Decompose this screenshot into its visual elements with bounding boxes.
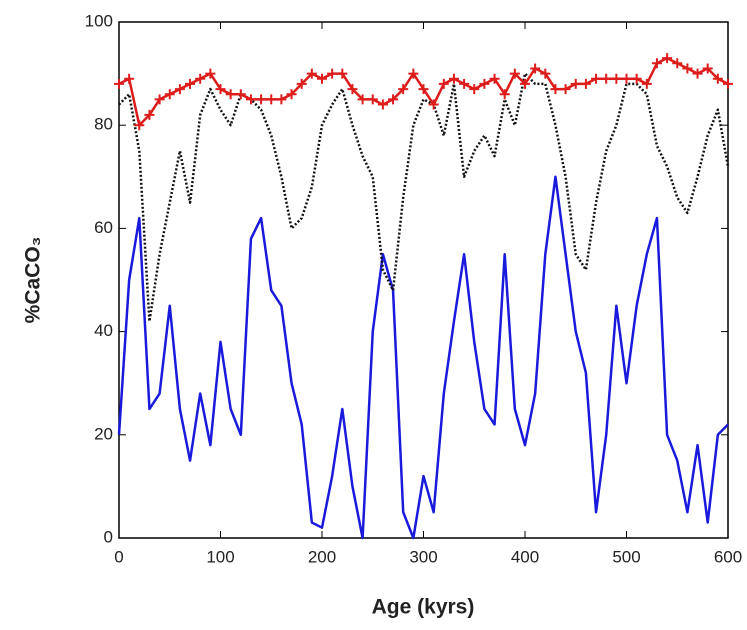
series-marker — [327, 68, 338, 79]
series-marker — [235, 89, 246, 100]
series-marker — [662, 53, 673, 64]
series-marker — [215, 84, 226, 95]
series-marker — [601, 73, 612, 84]
series-marker — [591, 73, 602, 84]
series-marker — [317, 73, 327, 84]
series-marker — [540, 68, 551, 79]
series-marker — [225, 89, 236, 100]
x-tick-label: 200 — [308, 547, 336, 566]
series-marker — [377, 99, 388, 110]
series-marker — [205, 68, 216, 79]
series-marker — [520, 78, 530, 89]
series-marker — [499, 89, 510, 100]
series-marker — [469, 84, 480, 95]
x-tick-label: 100 — [206, 547, 234, 566]
series-marker — [408, 68, 419, 79]
y-tick-label: 20 — [94, 424, 113, 443]
series-marker — [286, 89, 297, 100]
series-marker — [134, 120, 145, 131]
series-marker — [337, 68, 348, 79]
series-line — [117, 175, 729, 540]
series-marker — [195, 73, 206, 84]
series-marker — [641, 78, 652, 89]
series-marker — [367, 94, 378, 105]
series-marker — [479, 78, 490, 89]
x-tick-label: 0 — [114, 547, 123, 566]
plot-frame — [118, 21, 729, 539]
series-marker — [712, 73, 723, 84]
series-marker — [651, 58, 662, 69]
series-marker — [276, 94, 287, 105]
series-marker — [702, 63, 713, 74]
series-marker — [621, 73, 632, 84]
series-marker — [580, 78, 591, 89]
series-line — [118, 72, 730, 323]
series-marker — [154, 94, 165, 105]
series-marker — [489, 73, 500, 84]
series-marker — [611, 73, 622, 84]
series-marker — [114, 78, 124, 89]
x-axis-label: Age (kyrs) — [372, 596, 475, 619]
series-marker — [174, 84, 185, 95]
y-tick-label: 60 — [94, 218, 113, 237]
series-marker — [245, 94, 256, 105]
series-marker — [256, 94, 267, 105]
y-tick-label: 40 — [94, 321, 113, 340]
series-marker — [296, 78, 307, 89]
series-marker — [723, 78, 733, 89]
series-marker — [448, 73, 459, 84]
series-marker — [124, 73, 135, 84]
y-tick-label: 0 — [104, 527, 113, 546]
series-marker — [266, 94, 277, 105]
y-tick-label: 100 — [85, 11, 113, 30]
y-axis-label: %CaCO₃ — [22, 237, 45, 324]
series-marker — [144, 109, 155, 120]
series-marker — [560, 84, 571, 95]
series-marker — [570, 78, 581, 89]
x-tick-label: 600 — [714, 547, 742, 566]
series-marker — [418, 84, 429, 95]
series-marker — [459, 78, 470, 89]
series-marker — [692, 68, 703, 79]
series-marker — [509, 68, 520, 79]
series-marker — [306, 68, 317, 79]
series-marker — [347, 84, 358, 95]
x-tick-label: 300 — [409, 547, 437, 566]
series-marker — [530, 63, 541, 74]
x-tick-label: 400 — [511, 547, 539, 566]
series-marker — [398, 84, 409, 95]
series-marker — [388, 94, 399, 105]
series-marker — [672, 58, 683, 69]
series-marker — [682, 63, 693, 74]
x-tick-label: 500 — [612, 547, 640, 566]
series-marker — [357, 94, 368, 105]
series-marker — [185, 78, 196, 89]
series-marker — [428, 99, 439, 110]
series-marker — [164, 89, 175, 100]
series-marker — [550, 84, 561, 95]
series-marker — [438, 78, 449, 89]
y-tick-label: 80 — [94, 115, 113, 134]
series-marker — [631, 73, 642, 84]
